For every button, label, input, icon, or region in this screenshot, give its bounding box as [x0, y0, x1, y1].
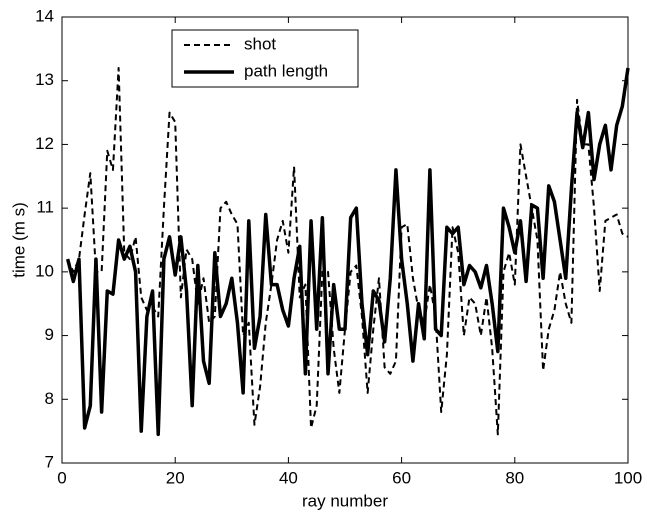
y-tick-label: 8 [45, 389, 54, 408]
y-tick-label: 10 [35, 261, 54, 280]
x-axis-label: ray number [302, 491, 388, 510]
y-tick-label: 9 [45, 325, 54, 344]
x-tick-label: 40 [279, 468, 298, 487]
y-tick-label: 11 [36, 198, 54, 217]
y-axis-label: time (m s) [9, 202, 28, 278]
y-tick-label: 7 [45, 452, 54, 471]
legend-label: path length [244, 61, 328, 80]
x-tick-label: 0 [57, 468, 66, 487]
y-tick-label: 14 [35, 6, 54, 25]
y-tick-label: 12 [35, 134, 54, 153]
series-line [65, 67, 630, 437]
x-tick-label: 80 [505, 468, 524, 487]
legend-box [171, 29, 359, 88]
y-tick-label: 13 [35, 70, 54, 89]
legend-label: shot [244, 34, 276, 53]
x-tick-label: 20 [166, 468, 185, 487]
x-tick-label: 60 [392, 468, 411, 487]
plot-frame [61, 16, 629, 464]
x-tick-label: 100 [614, 468, 642, 487]
